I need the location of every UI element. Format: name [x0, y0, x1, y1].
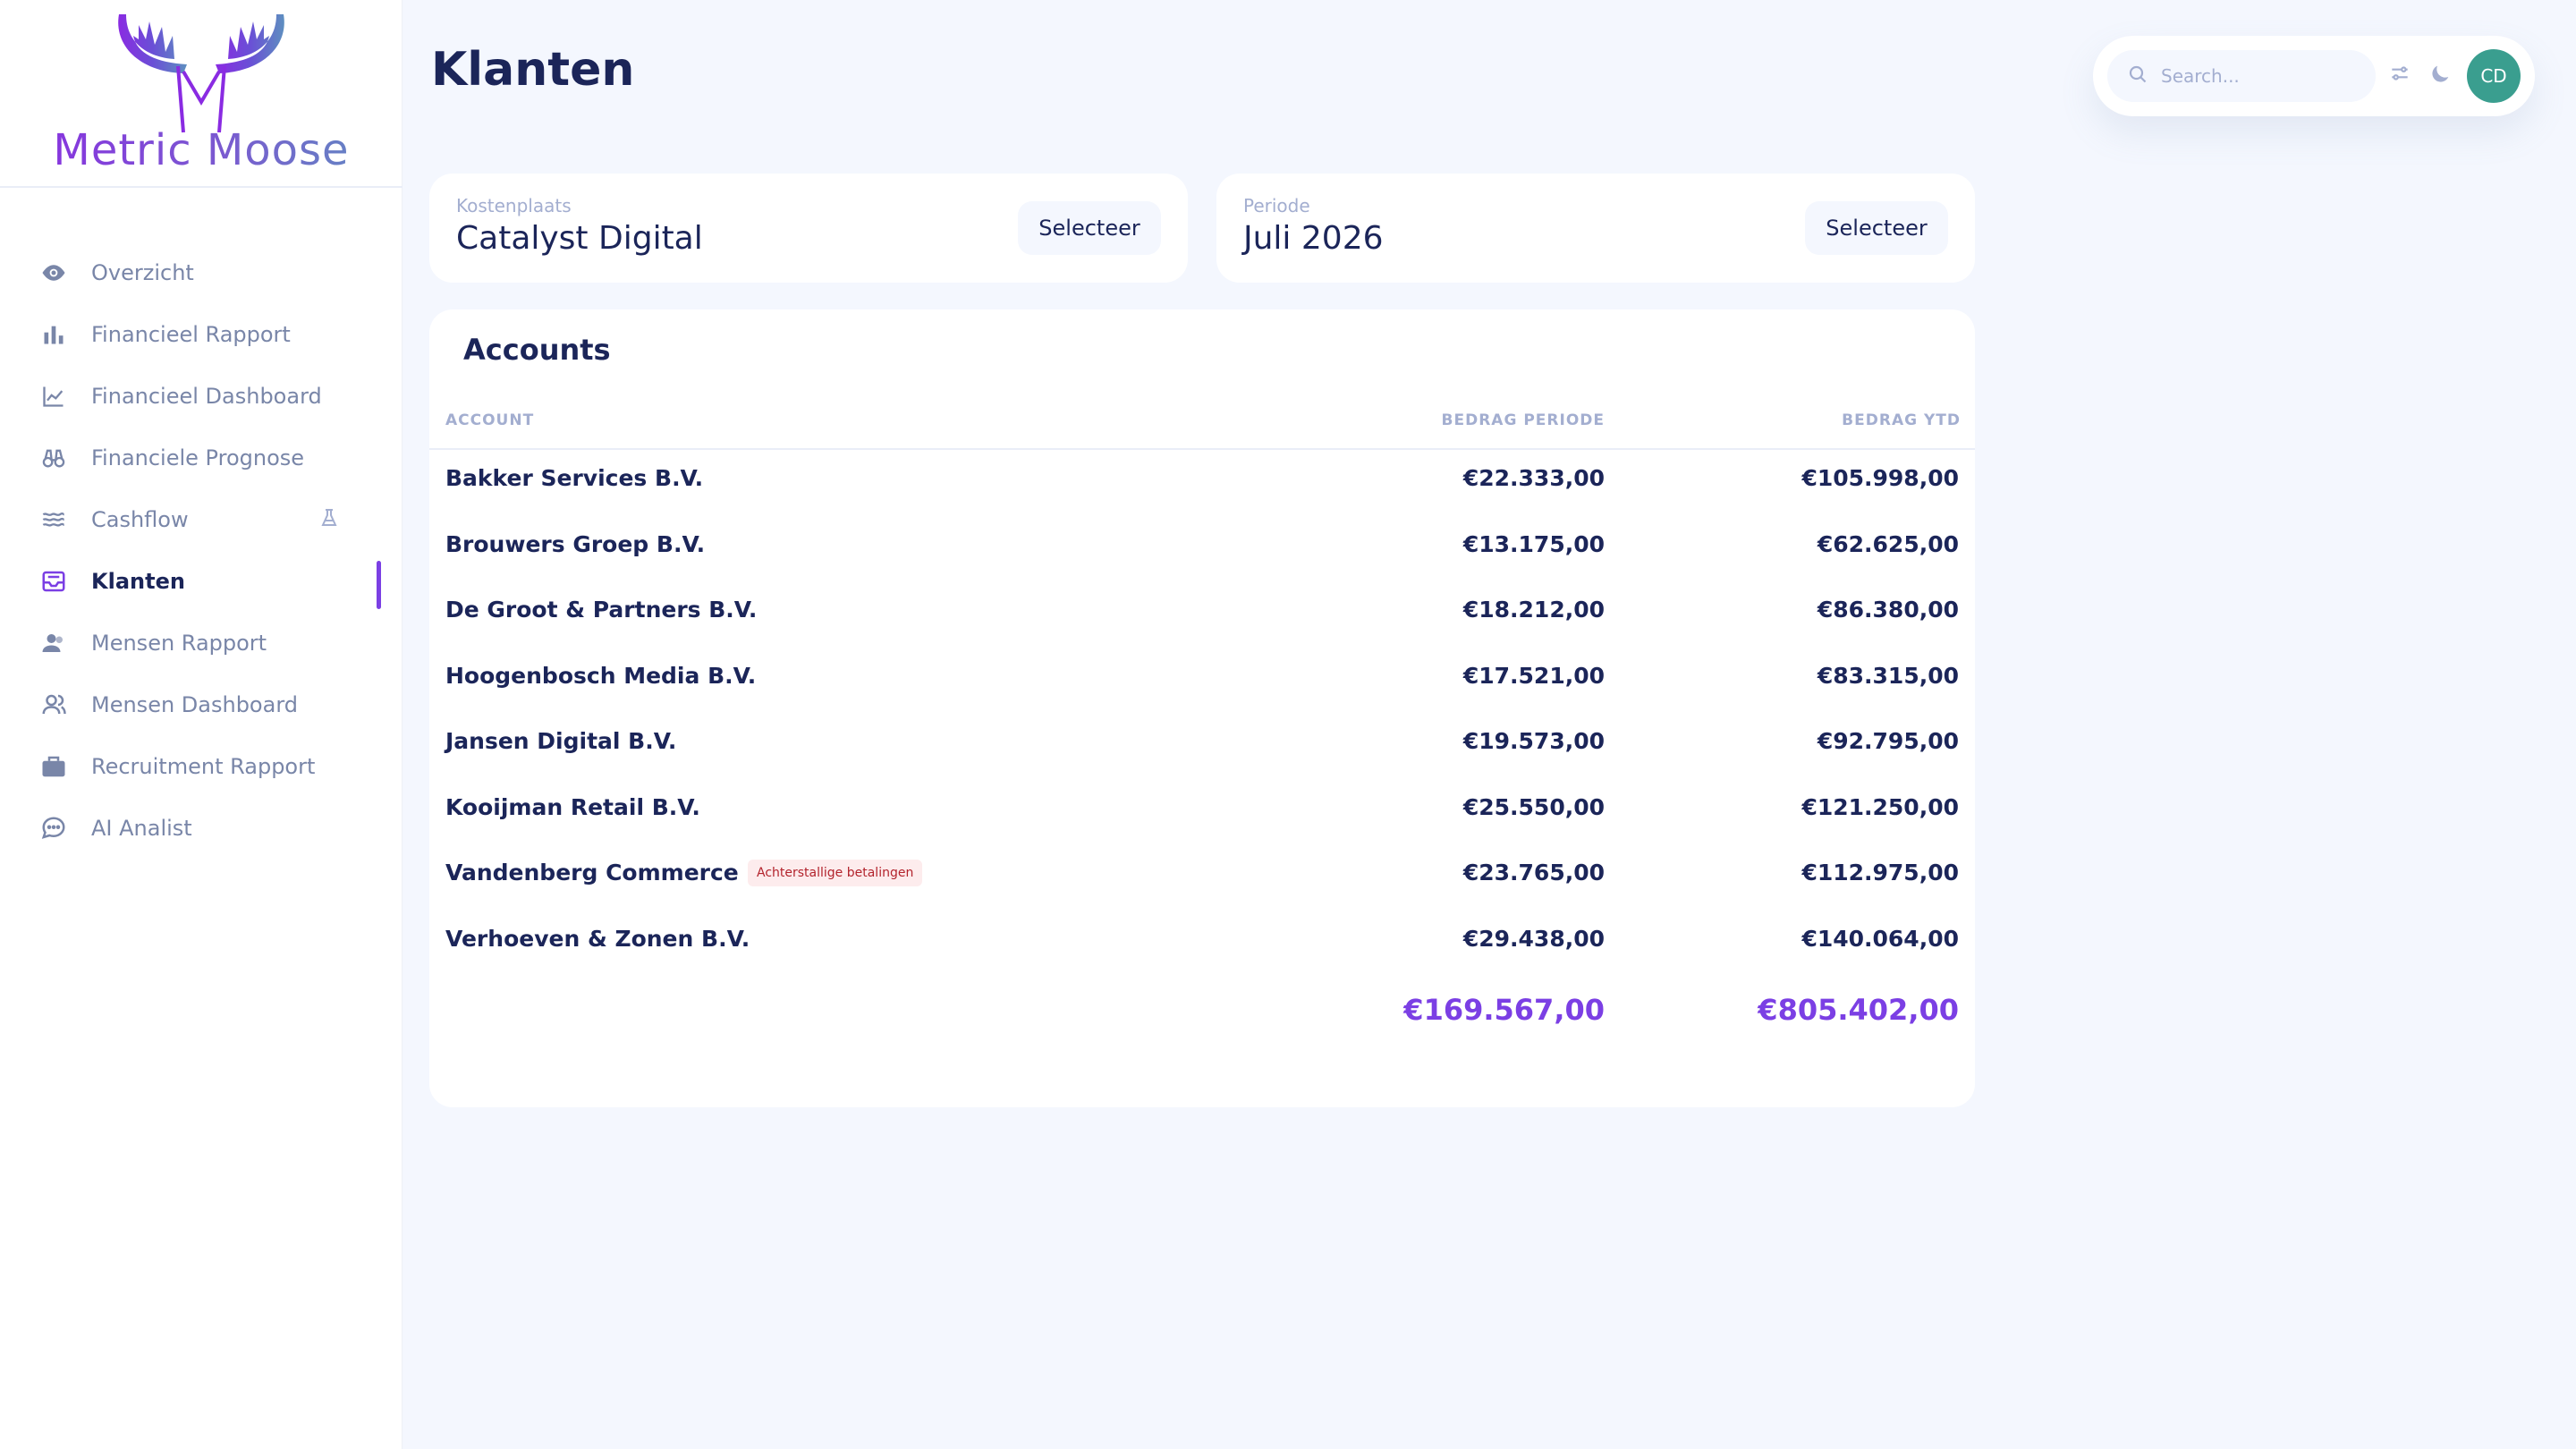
amount-ytd: €112.975,00 — [1801, 860, 1959, 886]
amount-ytd: €92.795,00 — [1817, 728, 1959, 754]
column-header-account[interactable]: ACCOUNT — [445, 411, 535, 429]
moon-icon[interactable] — [2428, 62, 2453, 90]
table-row[interactable]: Brouwers Groep B.V. €13.175,00 €62.625,0… — [429, 517, 1975, 583]
accounts-title: Accounts — [463, 333, 611, 367]
cost-center-label: Kostenplaats — [456, 195, 572, 216]
sidebar-item-label: AI Analist — [91, 815, 192, 841]
table-row[interactable]: Kooijman Retail B.V. €25.550,00 €121.250… — [429, 780, 1975, 846]
amount-period: €25.550,00 — [1462, 794, 1605, 820]
account-name: Brouwers Groep B.V. — [445, 531, 706, 557]
sidebar-item-label: Financieel Rapport — [91, 321, 291, 347]
binoculars-icon — [39, 444, 68, 472]
users-outline-icon — [39, 691, 68, 719]
sidebar-item-klanten[interactable]: Klanten — [0, 550, 402, 612]
cost-center-value: Catalyst Digital — [456, 220, 703, 257]
account-name: Vandenberg Commerce B.V. — [445, 860, 795, 886]
sidebar-item-label: Recruitment Rapport — [91, 753, 316, 779]
amount-period: €13.175,00 — [1462, 531, 1605, 557]
sidebar-item-label: Financiele Prognose — [91, 445, 305, 470]
amount-period: €23.765,00 — [1462, 860, 1605, 886]
amount-ytd: €86.380,00 — [1817, 597, 1959, 623]
table-row[interactable]: Jansen Digital B.V. €19.573,00 €92.795,0… — [429, 714, 1975, 780]
search-bar — [2107, 50, 2376, 102]
search-input[interactable] — [2161, 65, 2367, 87]
cost-center-selector: Kostenplaats Catalyst Digital Selecteer — [429, 174, 1188, 283]
total-ytd: €805.402,00 — [1758, 993, 1959, 1027]
account-name: Jansen Digital B.V. — [445, 728, 677, 754]
briefcase-icon — [39, 752, 68, 781]
eye-icon — [39, 258, 68, 287]
table-row[interactable]: Verhoeven & Zonen B.V. €29.438,00 €140.0… — [429, 911, 1975, 978]
search-icon — [2127, 64, 2148, 89]
account-name: Hoogenbosch Media B.V. — [445, 663, 757, 689]
flask-icon — [318, 506, 340, 533]
bar-chart-icon — [39, 320, 68, 349]
sidebar-item-mensen-rapport[interactable]: Mensen Rapport — [0, 612, 402, 674]
amount-period: €22.333,00 — [1462, 465, 1605, 491]
account-name: Kooijman Retail B.V. — [445, 794, 700, 820]
amount-period: €19.573,00 — [1462, 728, 1605, 754]
amount-ytd: €121.250,00 — [1801, 794, 1959, 820]
chat-icon — [39, 814, 68, 843]
column-header-bedrag-ytd[interactable]: BEDRAG YTD — [1842, 411, 1961, 429]
waves-icon — [39, 505, 68, 534]
amount-ytd: €62.625,00 — [1817, 531, 1959, 557]
sidebar-item-label: Klanten — [91, 568, 185, 594]
accounts-card: Accounts ACCOUNT BEDRAG PERIODE BEDRAG Y… — [429, 309, 1975, 1107]
sidebar-item-financieel-rapport[interactable]: Financieel Rapport — [0, 303, 402, 365]
sidebar-item-ai-analist[interactable]: AI Analist — [0, 797, 402, 859]
amount-ytd: €83.315,00 — [1817, 663, 1959, 689]
table-row[interactable]: Hoogenbosch Media B.V. €17.521,00 €83.31… — [429, 648, 1975, 715]
sidebar-item-label: Mensen Dashboard — [91, 691, 298, 717]
filter-icon[interactable] — [2388, 62, 2411, 89]
sidebar-item-financieel-dashboard[interactable]: Financieel Dashboard — [0, 365, 402, 427]
line-chart-icon — [39, 382, 68, 411]
period-selector: Periode Juli 2026 Selecteer — [1216, 174, 1975, 283]
sidebar: Metric Moose Overzicht Financieel Rappor… — [0, 0, 402, 1449]
sidebar-item-label: Overzicht — [91, 259, 194, 285]
sidebar-item-label: Mensen Rapport — [91, 630, 267, 656]
sidebar-item-label: Financieel Dashboard — [91, 383, 322, 409]
amount-ytd: €140.064,00 — [1801, 926, 1959, 952]
logo-text: Metric Moose — [0, 125, 402, 175]
header-divider — [429, 448, 1975, 450]
amount-period: €17.521,00 — [1462, 663, 1605, 689]
logo[interactable]: Metric Moose — [0, 0, 402, 188]
amount-ytd: €105.998,00 — [1801, 465, 1959, 491]
account-name: De Groot & Partners B.V. — [445, 597, 758, 623]
sidebar-item-label: Cashflow — [91, 506, 189, 532]
column-header-bedrag-periode[interactable]: BEDRAG PERIODE — [1441, 411, 1605, 429]
inbox-icon — [39, 567, 68, 596]
active-indicator — [377, 561, 381, 609]
avatar[interactable]: CD — [2467, 49, 2521, 103]
period-label: Periode — [1243, 195, 1310, 216]
sidebar-item-overzicht[interactable]: Overzicht — [0, 242, 402, 303]
overdue-payments-badge: Achterstallige betalingen — [748, 860, 923, 886]
topbar: CD — [2093, 36, 2535, 116]
sidebar-item-mensen-dashboard[interactable]: Mensen Dashboard — [0, 674, 402, 735]
account-name: Verhoeven & Zonen B.V. — [445, 926, 750, 952]
sidebar-item-cashflow[interactable]: Cashflow — [0, 488, 402, 550]
amount-period: €18.212,00 — [1462, 597, 1605, 623]
page-title: Klanten — [431, 43, 635, 97]
select-period-button[interactable]: Selecteer — [1805, 201, 1948, 255]
users-icon — [39, 629, 68, 657]
sidebar-nav: Overzicht Financieel Rapport Financieel … — [0, 242, 402, 859]
sidebar-item-financiele-prognose[interactable]: Financiele Prognose — [0, 427, 402, 488]
account-name: Bakker Services B.V. — [445, 465, 704, 491]
amount-period: €29.438,00 — [1462, 926, 1605, 952]
table-row[interactable]: Vandenberg Commerce B.V. Achterstallige … — [429, 845, 1975, 911]
select-cost-center-button[interactable]: Selecteer — [1018, 201, 1161, 255]
moose-logo-icon — [118, 14, 284, 133]
period-value: Juli 2026 — [1243, 220, 1384, 257]
sidebar-item-recruitment-rapport[interactable]: Recruitment Rapport — [0, 735, 402, 797]
table-row[interactable]: Bakker Services B.V. €22.333,00 €105.998… — [429, 451, 1975, 517]
total-period: €169.567,00 — [1403, 993, 1605, 1027]
table-row[interactable]: De Groot & Partners B.V. €18.212,00 €86.… — [429, 582, 1975, 648]
